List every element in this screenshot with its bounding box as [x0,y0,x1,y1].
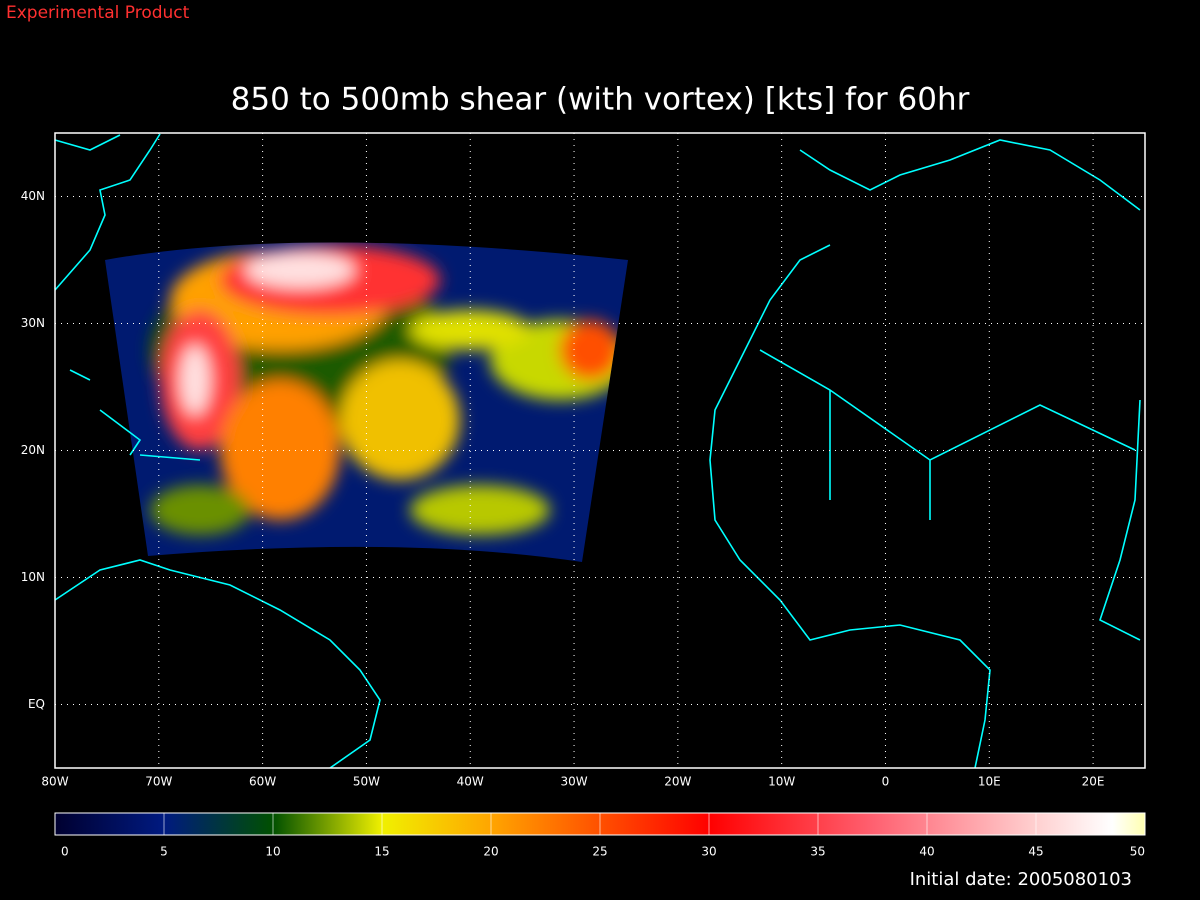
lon-tick-label: 50W [353,775,380,789]
colorbar-tick-label: 15 [374,845,389,859]
lat-tick-label: 40N [21,189,45,203]
shear-field [105,242,628,562]
colorbar-tick-label: 40 [919,845,934,859]
map-title: 850 to 500mb shear (with vortex) [kts] f… [231,82,970,118]
lon-tick-label: 10W [768,775,795,789]
lon-tick-label: 70W [145,775,172,789]
lon-tick-label: 80W [41,775,68,789]
colorbar-tick-label: 35 [810,845,825,859]
lon-tick-label: 0 [882,775,890,789]
coastlines [54,133,1141,769]
colorbar-tick-label: 5 [160,845,168,859]
lat-tick-label: 30N [21,316,45,330]
colorbar-tick-label: 0 [61,845,69,859]
note: Experimental Product [6,3,190,23]
lon-tick-label: 40W [457,775,484,789]
colorbar-tick-label: 25 [592,845,607,859]
colorbar-tick-label: 50 [1130,845,1145,859]
lon-tick-label: 60W [249,775,276,789]
lon-tick-label: 30W [560,775,587,789]
colorbar-tick-label: 10 [265,845,280,859]
initial-date: Initial date: 2005080103 [910,869,1132,890]
lon-tick-label: 10E [978,775,1001,789]
colorbar-tick-label: 45 [1028,845,1043,859]
colorbar-tick-label: 30 [701,845,716,859]
lon-tick-label: 20W [664,775,691,789]
lat-tick-label: EQ [28,697,45,711]
lat-tick-label: 20N [21,443,45,457]
lat-tick-label: 10N [21,570,45,584]
colorbar-tick-label: 20 [483,845,498,859]
lon-tick-label: 20E [1082,775,1105,789]
